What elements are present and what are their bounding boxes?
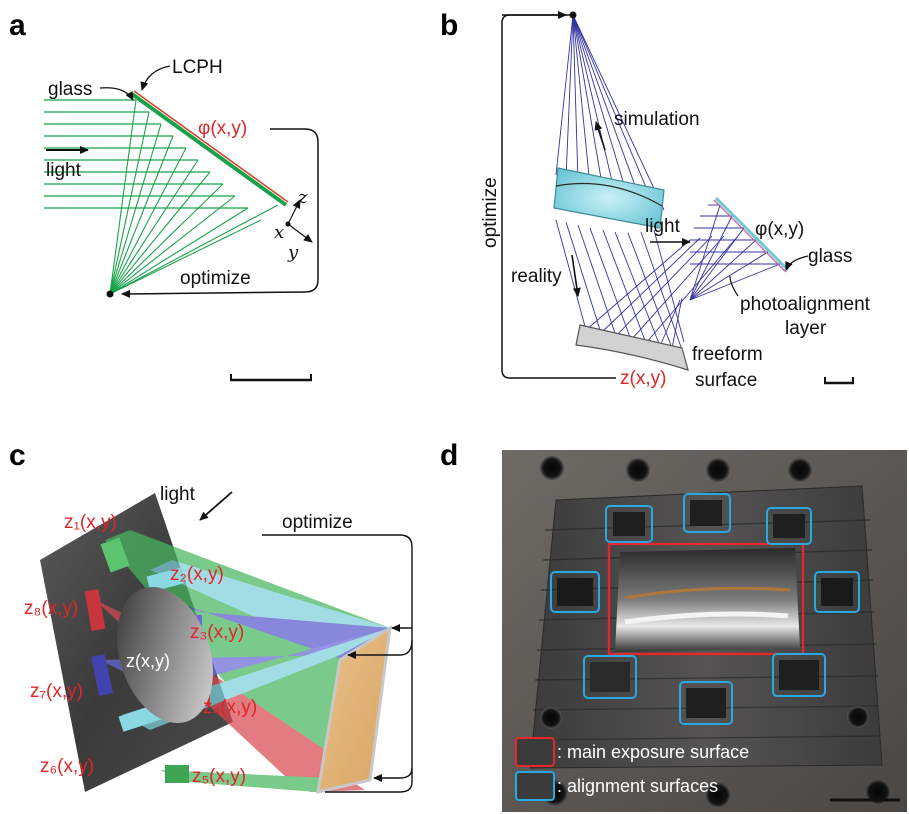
panel-d-legend-red-swatch [515, 737, 555, 767]
panel-b-simulation-arrow [594, 121, 606, 151]
panel-b-freeform-label-2: surface [695, 370, 757, 391]
panel-c-z1-label: z₁(x,y) [64, 512, 117, 533]
panel-b-mid-rays [555, 219, 685, 351]
panel-b-light-label: light [645, 216, 681, 237]
panel-d-legend-blue-swatch [515, 771, 555, 801]
panel-a-lcph-pointer [140, 65, 171, 91]
panel-c-z7-label: z₇(x,y) [30, 681, 83, 702]
panel-a-focal-point [106, 290, 114, 298]
panel-c-center-surface [117, 586, 213, 724]
panel-c-z3-label: z₃(x,y) [190, 622, 244, 643]
panel-b-glass-plate [714, 196, 790, 272]
panel-a-optimize-loop [121, 128, 319, 298]
panel-a-optimize-label: optimize [180, 268, 251, 289]
panel-a-focused-rays [109, 99, 279, 295]
panel-b-freeform-label: freeform [692, 344, 763, 365]
panel-b-zxy-label: z(x,y) [620, 368, 666, 389]
panel-d-legend-main: : main exposure surface [557, 742, 749, 762]
panel-c-optimize-loop [262, 534, 413, 793]
panel-b-reality-arrow [571, 254, 581, 297]
panel-b-photoalignment-label-2: layer [785, 318, 827, 339]
panel-c-z5-label: z₅(x,y) [192, 766, 246, 787]
panel-c-z4-label: z₄(x,y) [203, 697, 257, 718]
panel-a-lcph-layer [133, 90, 289, 203]
panel-b-simulation-label: simulation [614, 109, 700, 130]
panel-a-glass-plate [130, 92, 288, 207]
panel-b-freeform-surface [575, 324, 689, 371]
panel-d-letter: d [440, 439, 458, 472]
panel-c-z6-label: z₆(x,y) [40, 756, 94, 777]
panel-c-z8-label: z₈(x,y) [24, 598, 78, 619]
panel-b: b [440, 9, 871, 391]
panel-a-glass-label: glass [48, 79, 92, 100]
panel-d: d [440, 439, 907, 812]
panel-b-light-fan [689, 204, 781, 301]
panel-c-z-label: z(x,y) [126, 651, 170, 671]
panel-c-light-arrow [199, 491, 233, 521]
panel-a-phi-label: φ(x,y) [198, 118, 247, 139]
panel-c-optimize-label: optimize [282, 512, 353, 533]
panel-b-optimize-label: optimize [480, 177, 501, 248]
panel-a-axis-z: z [297, 187, 308, 208]
panel-d-main-lens [615, 548, 800, 652]
panel-b-lens [553, 167, 665, 229]
panel-b-photoalignment-layer [713, 199, 787, 273]
panel-c-light-label: light [160, 484, 196, 505]
panel-a-axes: z x y [274, 187, 313, 263]
panel-a-light-label: light [46, 160, 82, 181]
panel-a-letter: a [9, 9, 26, 42]
panel-b-reflected-rays [585, 235, 739, 349]
panel-b-phi-label: φ(x,y) [755, 219, 804, 240]
panel-a-axis-x: x [274, 222, 284, 243]
panel-c-z2-label: z₂(x,y) [170, 564, 224, 585]
panel-d-legend-align: : alignment surfaces [557, 776, 718, 796]
panel-b-photoalignment-label: photoalignment [740, 294, 871, 315]
panel-c: c op [9, 439, 413, 794]
panel-b-reality-label: reality [511, 266, 562, 287]
panel-d-alignment-pads [557, 500, 853, 718]
panel-d-legend: : main exposure surface : alignment surf… [515, 737, 749, 801]
panel-d-main-exposure-box [607, 542, 805, 656]
panel-d-alignment-boxes [550, 493, 860, 725]
panel-b-sim-rays [555, 14, 665, 211]
panel-a-axis-y: y [287, 242, 299, 263]
panel-a-glass-pointer [99, 87, 134, 101]
panel-b-letter: b [440, 9, 458, 42]
panel-c-target-plane [316, 624, 392, 794]
panel-a-lcph-label: LCPH [172, 57, 223, 78]
panel-c-letter: c [9, 439, 26, 472]
panel-b-glass-label: glass [808, 246, 852, 267]
panel-a: a gla [9, 9, 319, 382]
